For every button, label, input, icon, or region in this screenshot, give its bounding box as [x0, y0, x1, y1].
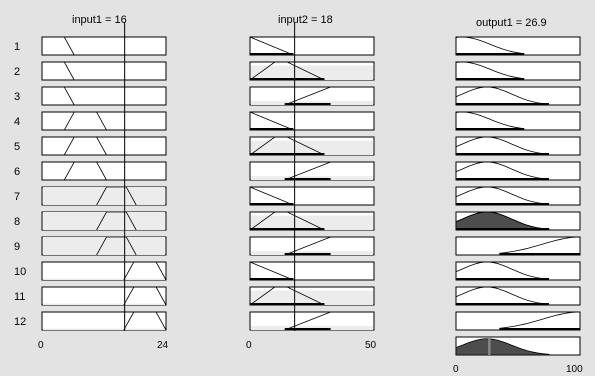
input1-rule-12-mf — [123, 311, 167, 331]
output1-rule-8-mf — [455, 211, 550, 230]
output1-rule-1-box — [455, 36, 581, 56]
output1-rule-10-box — [455, 261, 581, 281]
output1-rule-7-mf — [455, 186, 550, 205]
output1-rule-6-mf — [455, 161, 550, 180]
input1-rule-10-box — [41, 261, 167, 281]
input1-rule-4-mf — [63, 111, 107, 131]
output1-rule-4-box — [455, 111, 581, 131]
rule-label-6: 6 — [14, 166, 21, 178]
input1-rule-3-box — [41, 86, 167, 106]
input2-range-max: 50 — [365, 340, 377, 351]
input2-rule-7-box — [249, 186, 375, 206]
output1-rule-11-box — [455, 286, 581, 306]
input1-rule-2-mf — [42, 61, 75, 81]
input1-rule-12-box — [41, 311, 167, 331]
input1-rule-1-box — [41, 36, 167, 56]
output1-range-max: 100 — [566, 364, 583, 375]
output1-rule-12-box — [455, 311, 581, 331]
input2-rule-4-box — [249, 111, 375, 131]
input1-rule-11-firing — [43, 303, 165, 305]
input1-rule-9-firing — [43, 237, 165, 255]
input2-rule-2-firing — [251, 65, 373, 80]
input1-rule-8-mf — [96, 211, 137, 231]
output1-rule-4-mf — [455, 111, 525, 129]
input1-rule-1-mf — [42, 36, 75, 56]
input2-rule-3-mf — [284, 86, 331, 106]
rule-label-4: 4 — [14, 116, 21, 128]
rule-label-10: 10 — [14, 266, 27, 278]
input1-rule-12-firing — [43, 328, 165, 330]
input1-rule-6-mf — [63, 161, 107, 181]
input1-range-min: 0 — [38, 340, 44, 351]
output1-rule-6-box — [455, 161, 581, 181]
rule-label-2: 2 — [14, 66, 21, 78]
input2-rule-10-mf — [249, 261, 294, 281]
input2-rule-1-mf — [249, 36, 294, 56]
input1-rule-10-firing — [43, 278, 165, 280]
output1-rule-5-box — [455, 136, 581, 156]
input1-rule-4-box — [41, 111, 167, 131]
input2-rule-4-mf — [249, 111, 294, 131]
input1-rule-11-box — [41, 286, 167, 306]
output1-rule-3-mf — [455, 86, 550, 105]
output1-rule-9-mf — [499, 236, 580, 254]
input1-range-max: 24 — [157, 340, 169, 351]
input1-title: input1 = 16 — [72, 14, 127, 26]
rule-label-3: 3 — [14, 91, 21, 103]
rule-label-1: 1 — [14, 41, 21, 53]
input1-rule-7-mf — [96, 186, 137, 206]
output1-rule-7-box — [455, 186, 581, 206]
output1-rule-11-mf — [455, 286, 550, 305]
input1-rule-10-mf — [123, 261, 167, 281]
input2-rule-9-mf — [284, 236, 331, 256]
input2-rule-5-firing — [251, 140, 373, 155]
input1-rule-5-box — [41, 136, 167, 156]
input1-rule-2-box — [41, 61, 167, 81]
input2-rule-8-firing — [251, 215, 373, 230]
output1-range-min: 0 — [453, 364, 459, 375]
output1-rule-2-mf — [455, 61, 525, 79]
input1-rule-6-box — [41, 161, 167, 181]
output1-rule-10-mf — [455, 261, 550, 280]
output1-rule-12-mf — [499, 311, 580, 329]
input2-rule-6-mf — [284, 161, 331, 181]
input2-rule-8-mf — [249, 211, 325, 231]
rule-label-7: 7 — [14, 191, 21, 203]
input2-rule-5-mf — [249, 136, 325, 156]
output1-title: output1 = 26.9 — [476, 17, 547, 29]
rule-label-5: 5 — [14, 141, 21, 153]
input2-rule-11-mf — [249, 286, 325, 306]
output1-rule-3-box — [455, 86, 581, 106]
output1-aggregate-area — [455, 338, 550, 356]
rule-label-12: 12 — [14, 316, 27, 328]
input2-range-min: 0 — [246, 340, 252, 351]
input2-rule-1-box — [249, 36, 375, 56]
rule-label-9: 9 — [14, 241, 21, 253]
input2-rule-2-mf — [249, 61, 325, 81]
input1-rule-9-mf — [96, 236, 137, 256]
output1-rule-2-box — [455, 61, 581, 81]
input1-rule-3-mf — [42, 86, 75, 106]
input2-rule-11-firing — [251, 290, 373, 305]
input2-rule-7-mf — [249, 186, 294, 206]
input2-title: input2 = 18 — [278, 14, 333, 26]
input1-rule-8-firing — [43, 212, 165, 230]
output1-rule-5-mf — [455, 136, 550, 155]
input1-rule-7-firing — [43, 187, 165, 205]
input2-rule-12-mf — [284, 311, 331, 331]
input2-rule-10-box — [249, 261, 375, 281]
rule-label-8: 8 — [14, 216, 21, 228]
output1-rule-9-box — [455, 236, 581, 256]
rule-label-11: 11 — [14, 291, 26, 303]
output1-rule-1-mf — [455, 36, 525, 54]
input1-rule-5-mf — [63, 136, 107, 156]
input1-rule-11-mf — [123, 286, 167, 306]
